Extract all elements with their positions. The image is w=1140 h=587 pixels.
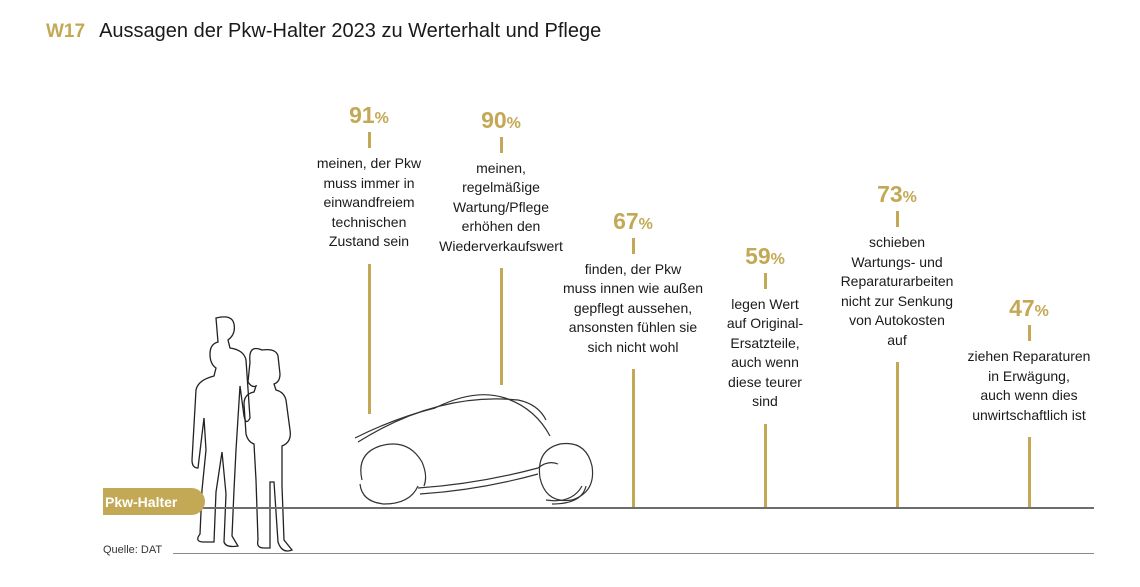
category-label: ziehen Reparaturen in Erwägung, auch wen… bbox=[967, 348, 1091, 423]
value-number: 47 bbox=[1009, 295, 1035, 322]
value-number: 91 bbox=[349, 102, 375, 129]
source-label: Quelle: DAT bbox=[103, 544, 163, 556]
value-unit: % bbox=[638, 215, 653, 233]
value-unit: % bbox=[1034, 303, 1049, 321]
value-unit: % bbox=[902, 189, 917, 207]
value-number: 90 bbox=[481, 106, 507, 133]
pkw-halter-badge: Pkw-Halter bbox=[103, 488, 205, 515]
bar bbox=[500, 268, 503, 385]
value-number: 73 bbox=[877, 181, 903, 208]
value-number: 59 bbox=[745, 242, 771, 269]
value-number: 67 bbox=[613, 207, 639, 234]
value-label: 47% bbox=[949, 295, 1109, 325]
bar bbox=[368, 263, 371, 414]
value-unit: % bbox=[506, 114, 521, 132]
chart-code: W17 bbox=[46, 21, 86, 42]
value-unit: % bbox=[770, 250, 785, 268]
value-label: 67% bbox=[553, 208, 713, 238]
chart-header: W17 Aussagen der Pkw-Halter 2023 zu Wert… bbox=[46, 20, 601, 43]
category-label: meinen, regelmäßige Wartung/Pflege erhöh… bbox=[439, 159, 563, 254]
value-unit: % bbox=[374, 110, 389, 128]
category-label: schieben Wartungs- und Reparaturarbeiten… bbox=[840, 234, 954, 348]
category-label: meinen, der Pkw muss immer in einwandfre… bbox=[316, 155, 422, 250]
source-divider bbox=[173, 553, 1094, 554]
stem-top bbox=[1028, 325, 1031, 342]
bar bbox=[896, 362, 899, 507]
category-label: finden, der Pkw muss innen wie außen gep… bbox=[562, 260, 704, 355]
category-label: legen Wert auf Original- Ersatzteile, au… bbox=[726, 295, 804, 410]
bar bbox=[1028, 437, 1031, 507]
value-label: 90% bbox=[421, 107, 581, 137]
stem-top bbox=[500, 136, 503, 153]
stem-top bbox=[896, 211, 899, 228]
car-illustration bbox=[354, 394, 594, 505]
stem-top bbox=[764, 272, 767, 289]
people-illustration bbox=[191, 316, 294, 552]
baseline-axis bbox=[196, 507, 1094, 509]
bar bbox=[764, 423, 767, 507]
value-label: 91% bbox=[289, 102, 449, 132]
value-label: 59% bbox=[685, 243, 845, 273]
value-label: 73% bbox=[817, 181, 977, 211]
bar bbox=[632, 369, 635, 507]
stem-top bbox=[368, 132, 371, 149]
stem-top bbox=[632, 237, 635, 254]
chart-title: Aussagen der Pkw-Halter 2023 zu Werterha… bbox=[99, 20, 602, 42]
